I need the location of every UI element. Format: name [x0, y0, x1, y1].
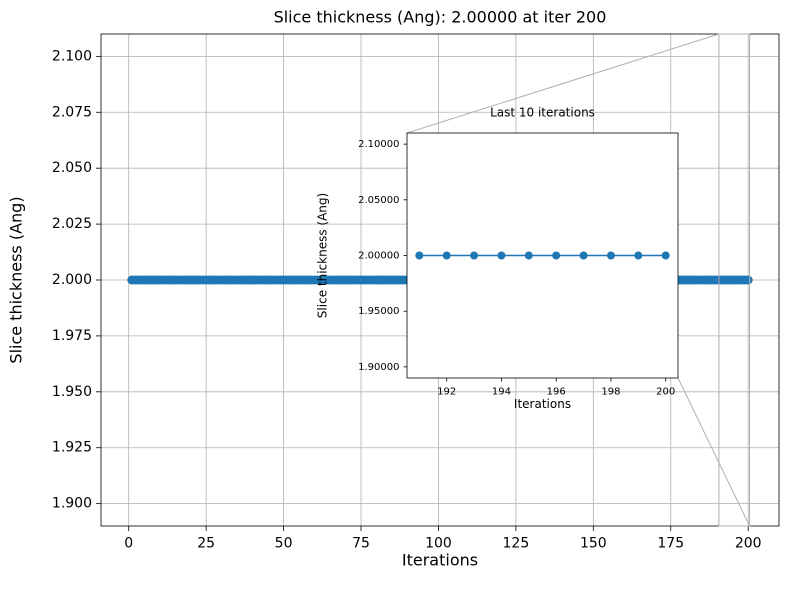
y-tick-label: 2.000 [52, 272, 92, 288]
y-tick-label: 1.975 [52, 328, 92, 344]
chart-title: Last 10 iterations [490, 106, 595, 120]
y-tick-label: 2.100 [52, 48, 92, 64]
x-tick-label: 50 [275, 535, 293, 551]
zoom-indicator [718, 33, 751, 527]
x-tick-label: 192 [437, 387, 456, 398]
y-tick-label: 1.95000 [358, 306, 399, 317]
zoom-connector [406, 33, 720, 134]
data-point [442, 251, 451, 260]
x-tick-label: 0 [124, 535, 133, 551]
axes-frame [406, 132, 679, 379]
x-tick-label: 100 [425, 535, 452, 551]
x-tick-label: 125 [503, 535, 530, 551]
x-tick-label: 150 [580, 535, 607, 551]
x-tick-label: 200 [735, 535, 762, 551]
y-tick-label: 2.10000 [358, 139, 399, 150]
x-tick-label: 198 [601, 387, 620, 398]
data-point [524, 251, 533, 260]
data-point [634, 251, 643, 260]
data-point [470, 251, 479, 260]
data-point [497, 251, 506, 260]
axes-frame [100, 33, 780, 527]
data-point [579, 251, 588, 260]
y-tick-label: 1.950 [52, 384, 92, 400]
y-tick-label: 2.00000 [358, 251, 399, 262]
data-point [415, 251, 424, 260]
x-tick-label: 75 [352, 535, 370, 551]
inset: 192 194 196 198 200 1.90000 1.95000 2.00000 2.05… [316, 106, 679, 411]
x-tick-label: 175 [657, 535, 684, 551]
x-tick-label: 194 [492, 387, 511, 398]
y-tick-label: 2.025 [52, 216, 92, 232]
x-tick-label: 196 [547, 387, 566, 398]
x-tick-label: 25 [197, 535, 215, 551]
zoom-connector [677, 377, 751, 527]
y-tick-label: 1.900 [52, 496, 92, 512]
y-tick-label: 2.075 [52, 104, 92, 120]
x-axis-label: Iterations [514, 397, 571, 411]
x-axis-label: Iterations [402, 551, 478, 570]
data-point [552, 251, 561, 260]
data-point [743, 275, 753, 285]
data-point [661, 251, 670, 260]
data-point [606, 251, 615, 260]
y-tick-label: 1.925 [52, 440, 92, 456]
y-tick-label: 1.90000 [358, 362, 399, 373]
y-tick-label: 2.05000 [358, 195, 399, 206]
chart-title: Slice thickness (Ang): 2.00000 at iter 2… [274, 8, 607, 27]
x-tick-label: 200 [656, 387, 675, 398]
y-axis-label: Slice thickness (Ang) [7, 196, 26, 363]
y-axis-label: Slice thickness (Ang) [316, 193, 330, 318]
y-tick-label: 2.050 [52, 160, 92, 176]
